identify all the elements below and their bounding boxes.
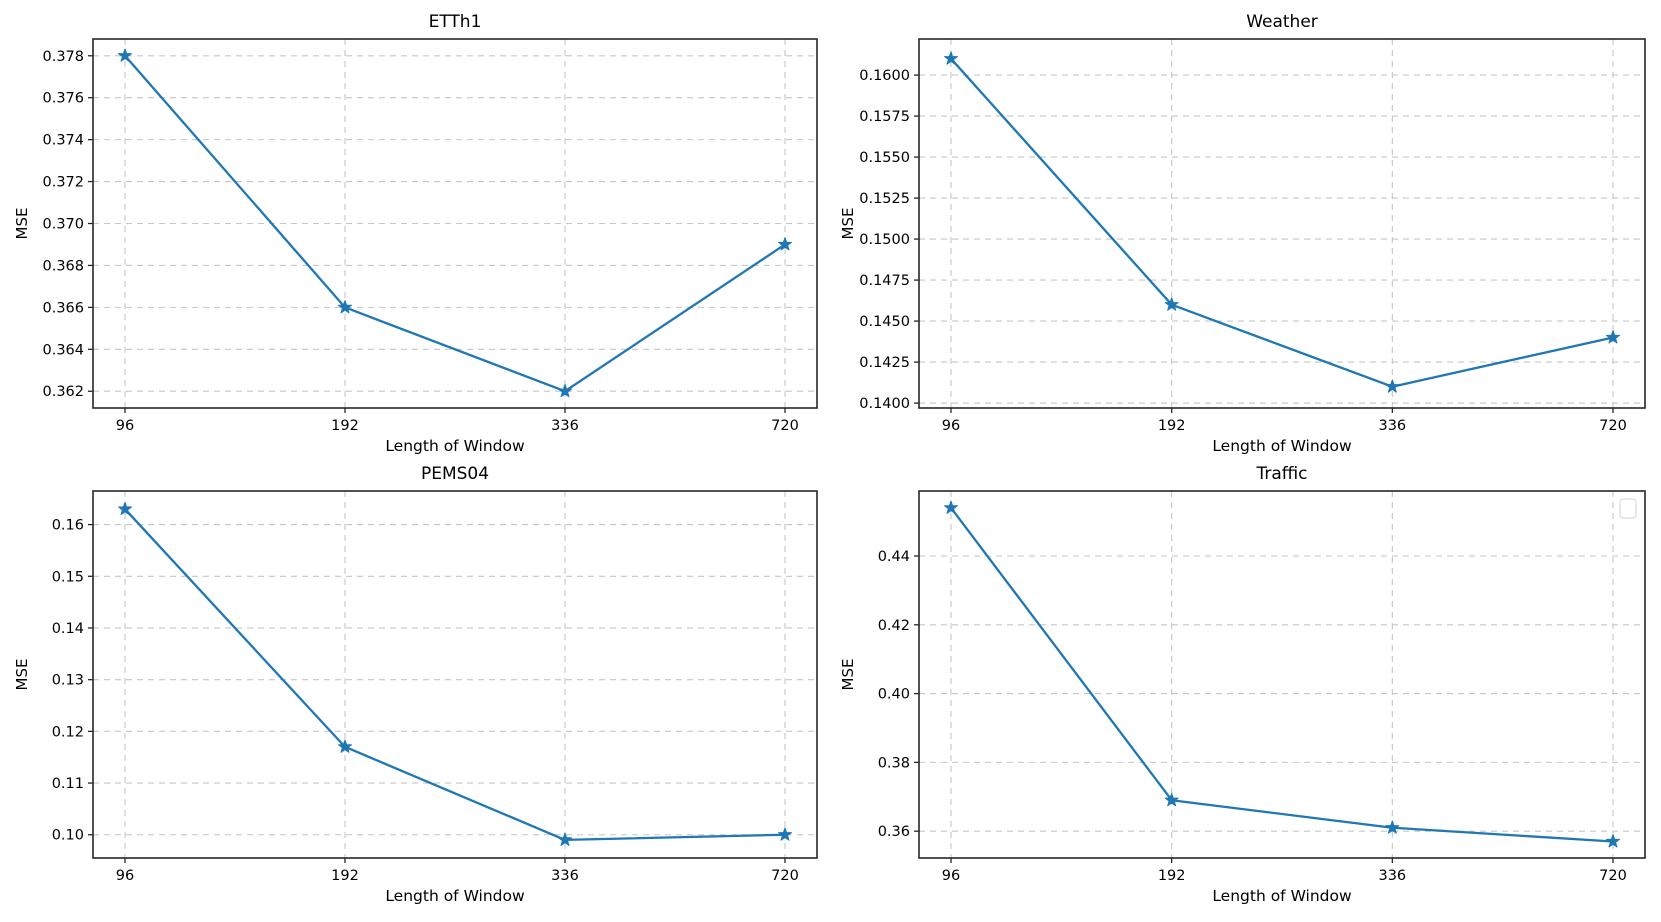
y-tick-label: 0.16 <box>52 518 84 534</box>
axes-spines <box>918 38 1646 409</box>
y-tick-label: 0.44 <box>878 549 910 565</box>
y-tick-label: 0.13 <box>52 673 84 689</box>
y-tick-label: 0.370 <box>42 217 84 233</box>
y-tick-label: 0.11 <box>52 776 84 792</box>
axes-spines <box>92 38 818 409</box>
data-point-marker <box>558 832 572 846</box>
data-point-marker <box>1606 834 1620 848</box>
y-tick-label: 0.1425 <box>859 355 910 371</box>
y-axis-label: MSE <box>839 208 857 240</box>
y-tick-label: 0.366 <box>42 300 84 316</box>
y-tick-label: 0.364 <box>42 342 84 358</box>
y-tick-label: 0.10 <box>52 828 84 844</box>
y-tick-label: 0.12 <box>52 724 84 740</box>
data-point-marker <box>1164 297 1179 311</box>
y-tick-label: 0.1575 <box>859 109 910 125</box>
x-tick-label: 336 <box>1378 418 1406 434</box>
data-point-marker <box>558 383 572 398</box>
y-axis-label: MSE <box>839 659 857 691</box>
y-tick-label: 0.1525 <box>859 191 910 207</box>
chart-title: Traffic <box>1255 464 1307 484</box>
y-tick-label: 0.15 <box>52 569 84 585</box>
y-tick-label: 0.1600 <box>859 68 910 84</box>
data-point-marker <box>338 300 352 314</box>
x-axis-label: Length of Window <box>385 437 525 455</box>
data-point-marker <box>1606 330 1620 344</box>
chart-title: PEMS04 <box>421 464 489 484</box>
y-tick-label: 0.1475 <box>859 273 910 289</box>
chart-pems04: 96 192 336 720 0.10 0.11 0.12 0.13 0.14 0.15 0.16 P… <box>13 464 818 905</box>
axes-spines <box>92 490 818 859</box>
y-tick-label: 0.42 <box>878 618 910 634</box>
subplot-top-left: 96 192 336 720 0.362 0.364 0.366 0.368 0.370 0.37… <box>0 0 830 461</box>
y-tick-label: 0.14 <box>52 621 84 637</box>
x-tick-label: 720 <box>771 868 799 884</box>
subplot-bottom-right: 96 192 336 720 0.36 0.38 0.40 0.42 0.44 Traffic Le… <box>830 461 1661 922</box>
x-axis-label: Length of Window <box>1212 887 1352 905</box>
legend-box <box>1619 498 1637 519</box>
y-axis-label: MSE <box>13 208 31 240</box>
data-point-marker <box>1385 820 1400 834</box>
chart-weather: 96 192 336 720 0.1400 0.1425 0.1450 0.1475 0.150… <box>839 12 1646 455</box>
data-point-marker <box>1385 379 1400 393</box>
y-tick-label: 0.1450 <box>859 314 910 330</box>
chart-title: ETTh1 <box>429 12 482 32</box>
subplot-bottom-left: 96 192 336 720 0.10 0.11 0.12 0.13 0.14 0.15 0.16 P… <box>0 461 830 922</box>
x-tick-label: 336 <box>1378 868 1406 884</box>
y-tick-label: 0.378 <box>42 49 84 65</box>
data-point-marker <box>778 237 792 251</box>
x-axis-label: Length of Window <box>385 887 525 905</box>
y-tick-label: 0.376 <box>42 91 84 107</box>
chart-etth1: 96 192 336 720 0.362 0.364 0.366 0.368 0.370 0.37… <box>13 12 818 455</box>
y-tick-label: 0.36 <box>878 824 910 840</box>
axes-spines <box>918 490 1646 859</box>
data-point-marker <box>118 501 132 516</box>
y-tick-label: 0.40 <box>878 687 910 703</box>
data-line <box>949 506 1615 843</box>
x-tick-label: 192 <box>1158 868 1186 884</box>
x-tick-label: 720 <box>771 418 799 434</box>
data-point-marker <box>778 827 792 841</box>
data-point-marker <box>118 48 132 62</box>
data-point-marker <box>338 739 352 753</box>
y-tick-label: 0.374 <box>42 133 84 149</box>
x-tick-label: 96 <box>942 868 960 884</box>
x-tick-label: 192 <box>331 418 359 434</box>
x-tick-label: 192 <box>331 868 359 884</box>
x-tick-label: 720 <box>1599 868 1627 884</box>
y-tick-label: 0.1550 <box>859 150 910 166</box>
x-tick-label: 192 <box>1158 418 1186 434</box>
x-tick-label: 336 <box>551 868 579 884</box>
data-line <box>123 507 787 842</box>
y-tick-label: 0.372 <box>42 175 84 191</box>
chart-title: Weather <box>1246 12 1318 32</box>
data-line <box>123 54 787 393</box>
y-axis-label: MSE <box>13 659 31 691</box>
x-tick-label: 96 <box>116 418 134 434</box>
x-tick-label: 96 <box>942 418 960 434</box>
data-line <box>949 57 1615 388</box>
x-tick-label: 336 <box>551 418 579 434</box>
data-point-marker <box>1164 792 1179 807</box>
y-tick-label: 0.1500 <box>859 232 910 248</box>
chart-traffic: 96 192 336 720 0.36 0.38 0.40 0.42 0.44 Traffic Le… <box>839 464 1646 905</box>
y-tick-label: 0.38 <box>878 755 910 771</box>
y-tick-label: 0.368 <box>42 258 84 274</box>
data-point-marker <box>944 51 958 65</box>
data-point-marker <box>944 500 958 514</box>
y-tick-label: 0.362 <box>42 384 84 400</box>
x-tick-label: 96 <box>116 868 134 884</box>
x-tick-label: 720 <box>1599 418 1627 434</box>
x-axis-label: Length of Window <box>1212 437 1352 455</box>
subplot-top-right: 96 192 336 720 0.1400 0.1425 0.1450 0.1475 0.150… <box>830 0 1661 461</box>
y-tick-label: 0.1400 <box>859 396 910 412</box>
